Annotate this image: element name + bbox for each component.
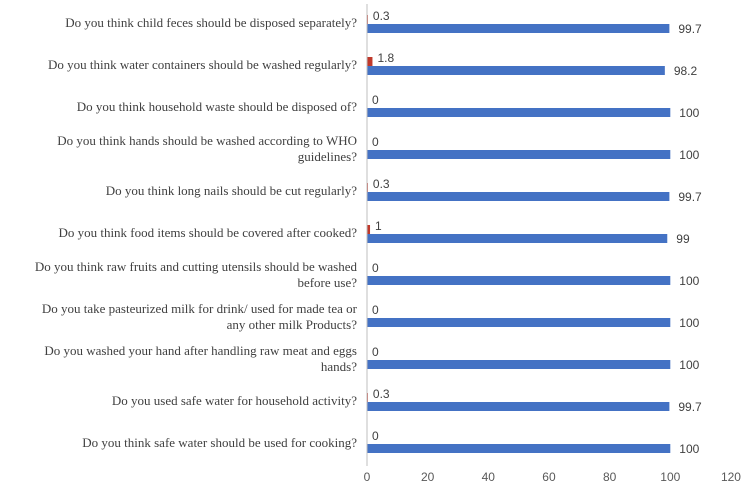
bar-series-2	[367, 444, 671, 453]
x-tick-label: 0	[364, 470, 371, 484]
bar-series-2	[367, 360, 671, 369]
category-row: Do you take pasteurized milk for drink/ …	[42, 301, 700, 332]
x-tick-label: 40	[482, 470, 496, 484]
data-label-series-2: 99.7	[678, 190, 702, 204]
x-tick-label: 20	[421, 470, 435, 484]
data-label-series-1: 0.3	[373, 9, 390, 23]
bar-series-2	[367, 402, 670, 411]
data-label-series-1: 0	[372, 303, 379, 317]
data-label-series-2: 100	[679, 316, 699, 330]
category-label: Do you think raw fruits and cutting uten…	[35, 259, 358, 290]
bar-series-2	[367, 150, 671, 159]
category-label: Do you think safe water should be used f…	[82, 435, 357, 450]
bar-series-2	[367, 192, 670, 201]
category-label-line: Do you washed your hand after handling r…	[44, 343, 357, 358]
bar-series-2	[367, 234, 668, 243]
bar-series-2	[367, 276, 671, 285]
category-label-line: Do you used safe water for household act…	[112, 393, 357, 408]
data-label-series-2: 99.7	[678, 400, 702, 414]
data-label-series-2: 99.7	[678, 22, 702, 36]
data-label-series-1: 0	[372, 261, 379, 275]
category-label-line: Do you think household waste should be d…	[77, 99, 357, 114]
data-label-series-1: 0.3	[373, 177, 390, 191]
category-row: Do you think water containers should be …	[48, 51, 698, 78]
data-label-series-1: 0	[372, 135, 379, 149]
x-tick-label: 120	[721, 470, 741, 484]
category-label: Do you used safe water for household act…	[112, 393, 357, 408]
category-row: Do you think raw fruits and cutting uten…	[35, 259, 700, 290]
category-label-line: Do you think safe water should be used f…	[82, 435, 357, 450]
data-label-series-2: 100	[679, 442, 699, 456]
category-label: Do you take pasteurized milk for drink/ …	[42, 301, 358, 332]
category-label-line: Do you think raw fruits and cutting uten…	[35, 259, 358, 274]
bar-series-2	[367, 108, 671, 117]
data-label-series-1: 1	[375, 219, 382, 233]
bar-series-2	[367, 24, 670, 33]
data-label-series-1: 0	[372, 429, 379, 443]
category-label: Do you think child feces should be dispo…	[65, 15, 357, 30]
category-label-line: Do you take pasteurized milk for drink/ …	[42, 301, 358, 316]
data-label-series-2: 100	[679, 274, 699, 288]
category-label: Do you think water containers should be …	[48, 57, 357, 72]
category-label-line: Do you think hands should be washed acco…	[57, 133, 357, 148]
category-label: Do you think hands should be washed acco…	[57, 133, 357, 164]
category-label-line: guidelines?	[298, 149, 357, 164]
data-label-series-2: 100	[679, 358, 699, 372]
data-label-series-1: 0	[372, 93, 379, 107]
category-row: Do you think child feces should be dispo…	[65, 9, 702, 36]
x-tick-label: 60	[542, 470, 556, 484]
category-row: Do you think household waste should be d…	[77, 93, 700, 120]
data-label-series-2: 99	[676, 232, 690, 246]
data-label-series-1: 0	[372, 345, 379, 359]
x-tick-label: 80	[603, 470, 617, 484]
category-label-line: hands?	[321, 359, 357, 374]
category-row: Do you think food items should be covere…	[58, 219, 690, 246]
category-label: Do you think household waste should be d…	[77, 99, 357, 114]
category-row: Do you think long nails should be cut re…	[106, 177, 702, 204]
data-label-series-1: 0.3	[373, 387, 390, 401]
category-label-line: Do you think water containers should be …	[48, 57, 357, 72]
category-row: Do you washed your hand after handling r…	[44, 343, 699, 374]
bar-series-2	[367, 318, 671, 327]
x-axis-ticks: 0 20 40 60 80 100 120	[364, 470, 742, 484]
data-label-series-2: 100	[679, 148, 699, 162]
category-label: Do you think food items should be covere…	[58, 225, 357, 240]
category-label-line: Do you think long nails should be cut re…	[106, 183, 358, 198]
bar-series-2	[367, 66, 665, 75]
bar-series-1	[367, 57, 373, 66]
data-label-series-2: 98.2	[674, 64, 698, 78]
category-row: Do you think hands should be washed acco…	[57, 133, 699, 164]
chart-rows: Do you think child feces should be dispo…	[35, 9, 702, 456]
bar-series-1	[367, 225, 371, 234]
category-label-line: Do you think child feces should be dispo…	[65, 15, 357, 30]
category-label: Do you washed your hand after handling r…	[44, 343, 357, 374]
category-label-line: any other milk Products?	[227, 317, 358, 332]
category-row: Do you used safe water for household act…	[112, 387, 702, 414]
category-label: Do you think long nails should be cut re…	[106, 183, 358, 198]
category-label-line: before use?	[297, 275, 357, 290]
category-row: Do you think safe water should be used f…	[82, 429, 699, 456]
data-label-series-1: 1.8	[377, 51, 394, 65]
data-label-series-2: 100	[679, 106, 699, 120]
category-label-line: Do you think food items should be covere…	[58, 225, 357, 240]
x-tick-label: 100	[660, 470, 680, 484]
